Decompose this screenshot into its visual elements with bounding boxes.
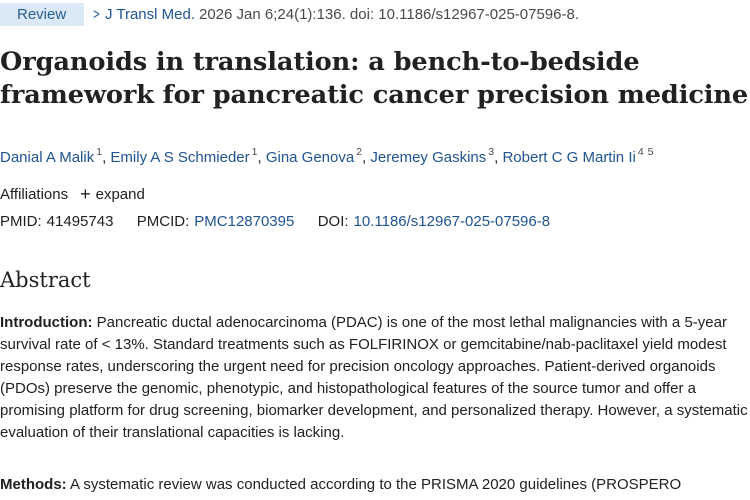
- affiliation-ref[interactable]: 5: [647, 146, 654, 158]
- pmid-value: 41495743: [46, 213, 114, 230]
- author-link[interactable]: Emily A S Schmieder: [110, 149, 250, 166]
- author-link[interactable]: Robert C G Martin Ii: [502, 149, 636, 166]
- affiliation-ref[interactable]: 2: [356, 146, 363, 158]
- pmid-label: PMID:: [0, 213, 42, 230]
- plus-icon[interactable]: +: [80, 184, 91, 204]
- identifier-row: PMID: 41495743 PMCID: PMC12870395 DOI: 10.1…: [0, 213, 550, 230]
- author-link[interactable]: Jeremey Gaskins: [370, 149, 487, 166]
- introduction-label: Introduction:: [0, 314, 93, 331]
- pmcid-link[interactable]: PMC12870395: [194, 213, 295, 230]
- affiliation-ref[interactable]: 1: [96, 146, 103, 158]
- abstract-methods: Methods: A systematic review was conduct…: [0, 474, 750, 496]
- article-title: Organoids in translation: a bench-to-bed…: [0, 47, 749, 110]
- doi-link[interactable]: 10.1186/s12967-025-07596-8: [353, 213, 551, 230]
- introduction-text: Pancreatic ductal adenocarcinoma (PDAC) …: [0, 314, 748, 441]
- citation-text: 2026 Jan 6;24(1):136. doi: 10.1186/s1296…: [198, 5, 580, 23]
- affiliations-label: Affiliations: [0, 186, 69, 203]
- abstract-heading: Abstract: [0, 268, 91, 292]
- expand-affiliations-button[interactable]: expand: [95, 186, 145, 203]
- doi-label: DOI:: [317, 213, 349, 230]
- affiliation-ref[interactable]: 1: [251, 146, 258, 158]
- affiliation-ref[interactable]: 3: [488, 146, 495, 158]
- author-link[interactable]: Danial A Malik: [0, 149, 95, 166]
- chevron-right-icon[interactable]: >: [93, 5, 100, 23]
- article-header-line: Review > J Transl Med. 2026 Jan 6;24(1):…: [0, 2, 579, 26]
- publication-type-badge: Review: [0, 2, 85, 26]
- pmcid-label: PMCID:: [136, 213, 190, 230]
- methods-label: Methods:: [0, 476, 67, 493]
- affiliation-ref[interactable]: 4: [637, 146, 644, 158]
- abstract-introduction: Introduction: Pancreatic ductal adenocar…: [0, 312, 750, 444]
- author-link[interactable]: Gina Genova: [265, 149, 355, 166]
- affiliations-row: Affiliations + expand: [0, 184, 145, 205]
- author-list: Danial A Malik 1, Emily A S Schmieder 1, G…: [0, 146, 654, 166]
- methods-text: A systematic review was conducted accord…: [66, 476, 682, 493]
- journal-link[interactable]: J Transl Med.: [104, 5, 195, 23]
